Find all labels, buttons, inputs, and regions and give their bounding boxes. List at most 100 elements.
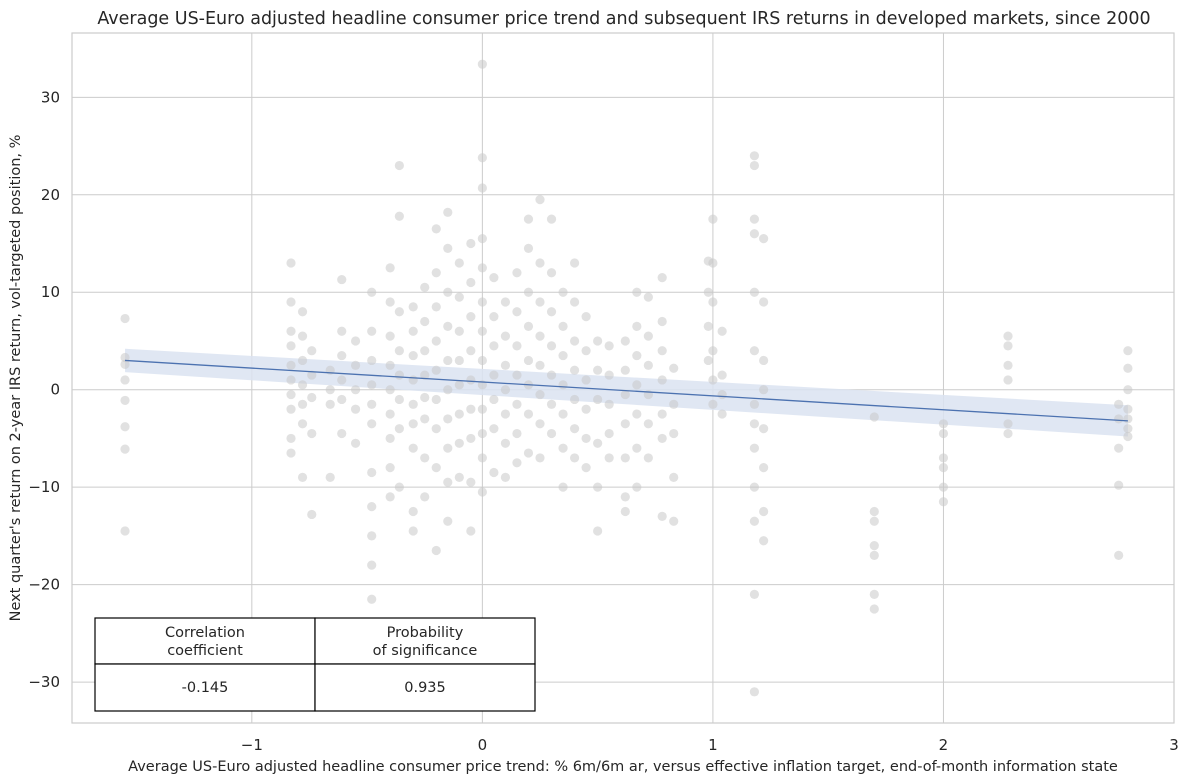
scatter-point — [385, 433, 395, 444]
scatter-point — [394, 346, 404, 356]
scatter-point — [367, 399, 377, 409]
scatter-point — [454, 258, 464, 268]
y-tick-label: 30 — [41, 88, 60, 106]
scatter-point — [431, 394, 441, 405]
scatter-point — [286, 326, 296, 336]
scatter-point — [385, 409, 395, 419]
scatter-point — [1123, 404, 1133, 414]
scatter-point — [632, 443, 642, 453]
scatter-point — [325, 472, 335, 483]
scatter-point — [1003, 341, 1013, 351]
x-tick-label: 2 — [939, 736, 949, 754]
scatter-point — [385, 492, 395, 502]
scatter-point — [546, 268, 557, 278]
scatter-point — [869, 506, 879, 517]
x-tick-label: 3 — [1169, 736, 1179, 754]
scatter-point — [708, 214, 718, 224]
scatter-point — [620, 336, 630, 346]
scatter-point — [1114, 550, 1124, 560]
scatter-point — [523, 287, 534, 297]
scatter-point — [489, 424, 499, 434]
scatter-point — [367, 594, 377, 604]
scatter-point — [443, 243, 453, 253]
scatter-point — [581, 463, 591, 473]
scatter-point — [286, 297, 296, 307]
scatter-point — [408, 350, 418, 361]
scatter-point — [569, 258, 580, 268]
scatter-point — [1114, 443, 1124, 453]
scatter-point — [420, 282, 430, 292]
scatter-point — [325, 399, 335, 409]
probability-value: 0.935 — [404, 680, 446, 696]
scatter-point — [708, 297, 718, 307]
scatter-point — [420, 492, 430, 502]
scatter-point — [759, 506, 769, 517]
y-tick-label: 0 — [50, 381, 60, 399]
probability-header-line-1: Probability — [387, 625, 464, 641]
scatter-point — [367, 560, 377, 570]
scatter-point — [477, 355, 487, 366]
scatter-point — [717, 389, 727, 400]
scatter-point — [408, 302, 418, 312]
scatter-point — [500, 438, 511, 448]
scatter-point — [546, 428, 557, 439]
scatter-point — [367, 326, 377, 336]
scatter-point — [477, 153, 487, 163]
scatter-point — [420, 414, 430, 424]
scatter-point — [500, 385, 511, 395]
scatter-point — [620, 492, 630, 502]
y-tick-label: 20 — [41, 186, 60, 204]
scatter-point — [286, 389, 296, 400]
scatter-point — [500, 472, 511, 483]
scatter-point — [367, 287, 377, 297]
scatter-point — [938, 419, 949, 429]
scatter-point — [593, 365, 603, 375]
scatter-point — [1003, 375, 1013, 385]
scatter-point — [431, 463, 441, 473]
scatter-point — [512, 307, 522, 317]
scatter-point — [749, 399, 760, 409]
scatter-point — [581, 346, 591, 356]
y-tick-label: −30 — [28, 673, 60, 691]
scatter-point — [657, 409, 667, 419]
scatter-point — [431, 302, 441, 312]
scatter-point — [431, 365, 441, 375]
y-tick-label: 10 — [41, 283, 60, 301]
scatter-point — [120, 526, 130, 536]
scatter-point — [1123, 424, 1133, 434]
scatter-point — [489, 312, 499, 322]
y-tick-labels: −30 −20 −10 0 10 20 30 — [28, 88, 60, 691]
scatter-point — [367, 467, 377, 478]
scatter-point — [581, 433, 591, 444]
scatter-point — [717, 409, 727, 419]
scatter-point — [512, 428, 522, 439]
scatter-point — [717, 370, 727, 380]
scatter-point — [489, 341, 499, 351]
scatter-point — [593, 482, 603, 492]
scatter-point — [489, 467, 499, 478]
scatter-point — [350, 360, 361, 370]
scatter-point — [512, 399, 522, 409]
scatter-point — [869, 516, 879, 526]
scatter-point — [759, 355, 769, 366]
scatter-point — [394, 211, 404, 221]
scatter-point — [1123, 414, 1133, 424]
scatter-point — [307, 346, 317, 356]
plot-frame — [71, 32, 1175, 724]
scatter-point — [420, 316, 430, 327]
scatter-point — [297, 399, 308, 409]
scatter-point — [297, 472, 308, 483]
scatter-point — [477, 59, 487, 69]
scatter-point — [558, 380, 568, 390]
scatter-point — [408, 326, 418, 336]
scatter-point — [938, 453, 949, 463]
scatter-point — [558, 409, 568, 419]
scatter-point — [759, 424, 769, 434]
scatter-point — [477, 404, 487, 414]
scatter-point — [558, 350, 568, 361]
scatter-point — [708, 258, 718, 268]
scatter-point — [569, 394, 580, 405]
scatter-point — [546, 399, 557, 409]
scatter-point — [938, 428, 949, 439]
